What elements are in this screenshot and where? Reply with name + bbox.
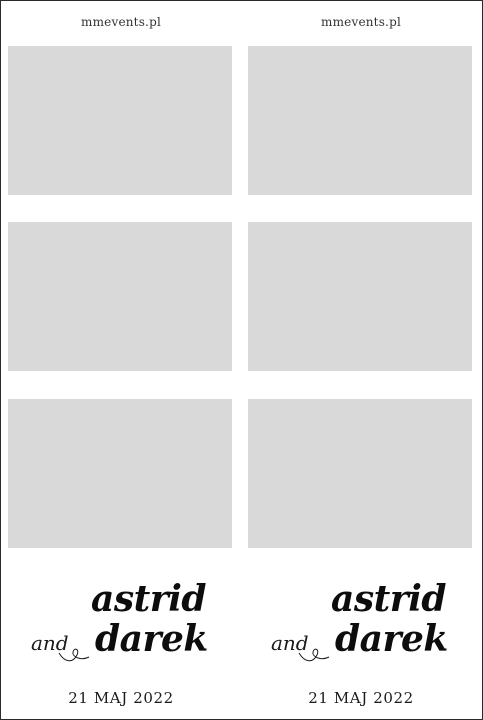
site-watermark: mmevents.pl: [321, 15, 401, 29]
photo-placeholder: [8, 222, 232, 371]
photo-placeholder: [248, 399, 472, 548]
second-name: darek: [95, 618, 208, 660]
site-watermark: mmevents.pl: [81, 15, 161, 29]
event-date: 21 MAJ 2022: [308, 689, 414, 707]
conjunction-text: and: [31, 631, 69, 655]
second-name: darek: [335, 618, 448, 660]
first-name: astrid: [91, 578, 207, 620]
photo-placeholder: [8, 399, 232, 548]
photo-placeholder: [248, 222, 472, 371]
conjunction-text: and: [271, 631, 309, 655]
photo-placeholder: [248, 46, 472, 195]
flourish-icon: [298, 648, 330, 662]
couple-names: astrid and darek: [1, 579, 241, 669]
first-name: astrid: [331, 578, 447, 620]
photo-placeholder: [8, 46, 232, 195]
event-date: 21 MAJ 2022: [68, 689, 174, 707]
couple-names: astrid and darek: [241, 579, 481, 669]
flourish-icon: [58, 648, 90, 662]
photo-strip-right: mmevents.pl astrid and darek 21 MAJ 2022: [241, 1, 481, 719]
photo-strip-left: mmevents.pl astrid and darek 21 MAJ 2022: [1, 1, 241, 719]
